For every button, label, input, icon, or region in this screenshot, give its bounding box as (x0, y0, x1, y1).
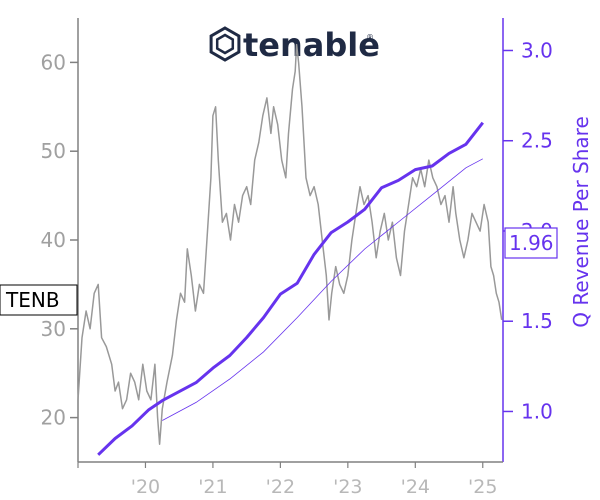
right-tick-label: 1.5 (521, 309, 553, 333)
ticker-label-box: TENB (0, 284, 78, 316)
left-tick-label: 60 (41, 50, 66, 74)
last-value-box: 1.96 (504, 227, 558, 259)
last-value-label: 1.96 (509, 231, 554, 255)
right-tick-label: 1.0 (521, 399, 553, 423)
left-tick-label: 20 (41, 406, 66, 430)
tenable-logo: tenable ® (209, 26, 380, 64)
x-tick-label: '25 (468, 476, 497, 498)
left-tick-label: 50 (41, 139, 66, 163)
logo-wordmark: tenable (243, 26, 380, 64)
x-axis: '20 '21 '22 '23 '24 '25 (77, 461, 503, 498)
revenue-series-line (97, 121, 484, 456)
right-tick-label: 2.5 (521, 129, 553, 153)
tenable-logo-icon (209, 26, 241, 62)
x-tick-label: '23 (333, 476, 362, 498)
ticker-label: TENB (5, 288, 60, 312)
right-tick-label: 3.0 (521, 38, 553, 62)
left-tick-label: 40 (41, 228, 66, 252)
right-axis-label: Q Revenue Per Share (569, 116, 593, 328)
left-axis: 20 30 40 50 60 (41, 18, 79, 462)
x-tick-label: '22 (266, 476, 295, 498)
revenue-thin-series-line (162, 158, 483, 421)
x-tick-label: '21 (198, 476, 227, 498)
x-tick-label: '24 (401, 476, 430, 498)
x-tick-label: '20 (131, 476, 160, 498)
left-tick-label: 30 (41, 317, 66, 341)
price-series-line (77, 43, 503, 445)
logo-registered-mark: ® (366, 33, 374, 42)
